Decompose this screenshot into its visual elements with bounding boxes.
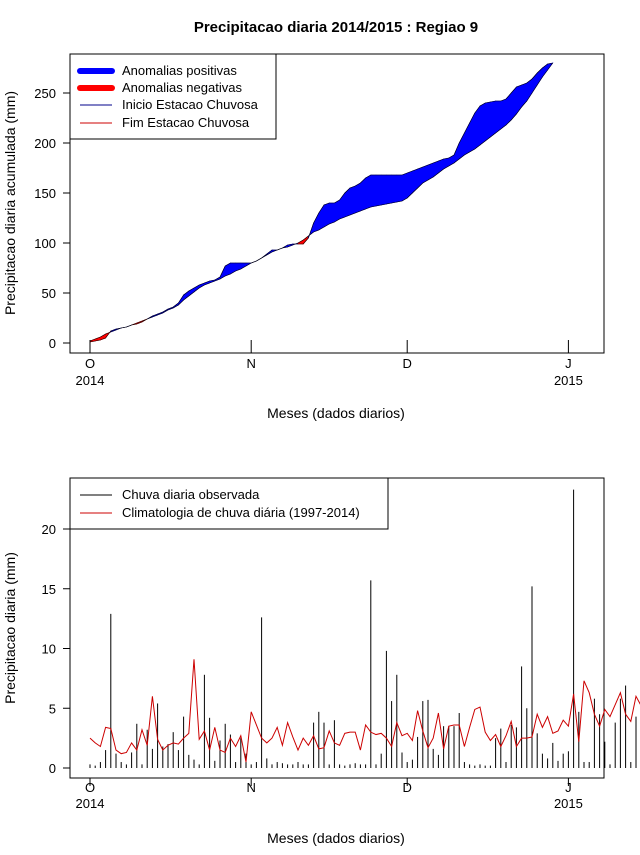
legend-box: [69, 477, 389, 530]
anomaly-bands: [89, 62, 554, 343]
x-tick-year: 2014: [76, 373, 105, 388]
anomaly-segment-positive: [386, 174, 392, 205]
y-tick-label: 0: [49, 761, 56, 776]
legend-label-climatology: Climatologia de chuva diária (1997-2014): [122, 505, 360, 520]
observed-cumulative-line: [89, 62, 553, 343]
x-tick-label: O: [85, 780, 95, 795]
x-tick-label: J: [565, 356, 572, 371]
anomaly-segment-positive: [458, 132, 465, 160]
climatology-cumulative-line: [89, 62, 554, 342]
y-tick-label: 100: [34, 236, 56, 251]
y-tick-label: 10: [42, 642, 56, 657]
y-tick-label: 50: [42, 286, 56, 301]
anomaly-segment-positive: [490, 100, 496, 138]
legend-label-fim: Fim Estacao Chuvosa: [122, 115, 250, 130]
anomaly-segment-positive: [391, 174, 398, 204]
anomaly-segment-positive: [354, 182, 361, 214]
plot-frame: [69, 53, 605, 354]
y-axis: 0 50 100 150 200 250: [34, 86, 70, 351]
x-axis-label: Meses (dados diarios): [267, 405, 405, 421]
cumulative-panel: 0 50 100 150 200 250 O 2014 N D J 2015 Precipitaca…: [2, 53, 605, 421]
anomaly-segment-positive: [183, 290, 190, 301]
anomaly-segment-positive: [323, 202, 330, 228]
x-tick-label: D: [403, 356, 412, 371]
anomaly-segment-positive: [469, 112, 476, 153]
y-axis-label: Precipitacao diaria (mm): [2, 552, 18, 704]
x-axis-label: Meses (dados diarios): [267, 830, 405, 846]
observed-bars: [89, 489, 637, 768]
anomaly-segment-positive: [365, 174, 372, 210]
anomaly-segment-positive: [334, 199, 340, 223]
x-tick-label: J: [565, 780, 572, 795]
anomaly-segment-positive: [516, 84, 522, 115]
anomaly-segment-positive: [521, 82, 528, 108]
x-tick-label: O: [85, 356, 95, 371]
anomaly-segment-positive: [401, 172, 408, 202]
x-tick-year: 2015: [554, 373, 583, 388]
legend: Chuva diaria observada Climatologia de c…: [69, 477, 389, 530]
x-tick-year: 2015: [554, 796, 583, 811]
anomaly-segment-positive: [484, 101, 491, 142]
y-tick-label: 0: [49, 336, 56, 351]
x-tick-label: D: [403, 780, 412, 795]
anomaly-segment-positive: [328, 202, 335, 225]
y-tick-label: 250: [34, 86, 56, 101]
anomaly-segment-positive: [432, 160, 439, 178]
anomaly-segment-positive: [417, 166, 424, 189]
x-tick-label: N: [247, 780, 256, 795]
anomaly-segment-positive: [412, 168, 418, 194]
anomaly-segment-positive: [495, 100, 502, 134]
anomaly-segment-positive: [240, 262, 247, 270]
climatology-series: [89, 659, 640, 763]
anomaly-segment-positive: [479, 102, 486, 146]
legend-label-inicio: Inicio Estacao Chuvosa: [122, 97, 259, 112]
y-tick-label: 15: [42, 582, 56, 597]
anomaly-segment-positive: [313, 212, 320, 233]
x-axis: O 2014 N D J 2015: [76, 340, 583, 388]
chart-title: Precipitacao diaria 2014/2015 : Regiao 9: [194, 19, 478, 36]
anomaly-segment-positive: [380, 174, 387, 206]
anomaly-segment-positive: [500, 98, 507, 130]
legend-label-observed: Chuva diaria observada: [122, 487, 260, 502]
anomaly-segment-positive: [360, 177, 366, 212]
legend: Anomalias positivas Anomalias negativas …: [69, 53, 277, 140]
y-axis: 0 5 10 15 20: [42, 522, 70, 776]
y-tick-label: 200: [34, 136, 56, 151]
anomaly-segment-positive: [396, 174, 403, 203]
y-tick-label: 20: [42, 522, 56, 537]
x-tick-year: 2014: [76, 796, 105, 811]
x-tick-label: N: [247, 356, 256, 371]
anomaly-segment-positive: [370, 174, 377, 208]
anomaly-segment-positive: [375, 174, 382, 207]
legend-label-negative: Anomalias negativas: [122, 80, 242, 95]
y-tick-label: 5: [49, 701, 56, 716]
y-tick-label: 150: [34, 186, 56, 201]
y-axis-label: Precipitacao diaria acumulada (mm): [2, 91, 18, 315]
climatology-line: [89, 659, 640, 763]
anomaly-segment-positive: [349, 185, 356, 216]
legend-label-positive: Anomalias positivas: [122, 63, 237, 78]
